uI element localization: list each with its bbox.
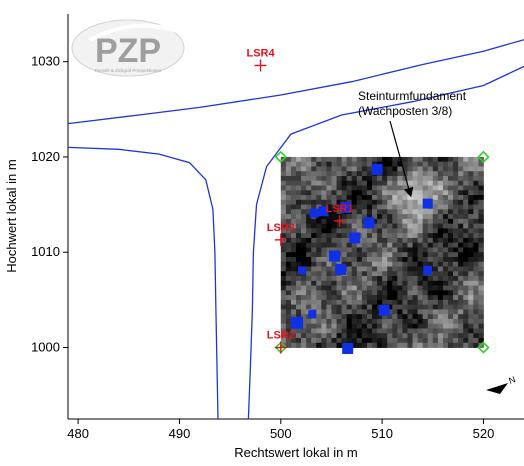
x-tick-label: 490 <box>169 426 191 441</box>
anomaly-mark <box>318 206 329 217</box>
road-line <box>68 39 524 125</box>
anomaly-mark <box>291 316 304 329</box>
lsr-point-lsr4: LSR4 <box>246 47 275 72</box>
roads-layer <box>68 39 524 419</box>
north-arrow-label: N <box>507 374 517 386</box>
survey-raster <box>280 156 484 354</box>
anomaly-mark <box>363 217 375 229</box>
x-axis-ticks: 480 490 500 510 520 <box>67 419 494 441</box>
north-arrow-icon: N <box>486 374 517 394</box>
lsr-points: LSR4 LSR1 LSR3 LSR2 <box>246 47 354 354</box>
anomaly-mark <box>298 266 307 275</box>
lsr-point-lsr2: LSR2 <box>267 330 295 354</box>
annotation-steinturm: Steinturmfundament (Wachposten 3/8) <box>358 89 467 198</box>
logo-subtext: Posselt & Zickgraf Prospektionen <box>95 68 162 73</box>
lsr-point-lsr3: LSR3 <box>267 222 295 246</box>
x-axis-title: Rechtswert lokal in m <box>234 445 358 460</box>
x-tick-label: 510 <box>371 426 393 441</box>
anomaly-mark <box>308 310 317 319</box>
anomaly-mark <box>378 304 390 316</box>
x-tick-label: 520 <box>473 426 495 441</box>
anomaly-mark <box>371 163 383 175</box>
y-tick-label: 1010 <box>31 244 60 259</box>
lsr-label: LSR4 <box>246 47 275 59</box>
lsr-label: LSR1 <box>326 203 354 215</box>
y-axis-ticks: 1000 1010 1020 1030 <box>31 54 68 355</box>
annotation-arrow <box>389 120 414 198</box>
annotation-line-2: (Wachposten 3/8) <box>358 104 452 118</box>
y-tick-label: 1030 <box>31 54 60 69</box>
pzp-logo: PZP Posselt & Zickgraf Prospektionen <box>71 19 185 77</box>
road-line <box>68 146 219 419</box>
corner-marker <box>274 150 287 164</box>
x-tick-label: 480 <box>67 426 89 441</box>
lsr-point-lsr1: LSR1 <box>326 203 354 227</box>
y-tick-label: 1000 <box>31 340 60 355</box>
anomaly-mark <box>309 208 319 218</box>
annotation-line-1: Steinturmfundament <box>358 89 467 103</box>
plot-frame <box>67 14 524 420</box>
corner-marker <box>477 341 490 354</box>
anomaly-mark <box>335 263 347 275</box>
corner-marker <box>477 150 490 164</box>
anomaly-mark <box>422 198 433 209</box>
anomaly-mark <box>349 232 361 244</box>
lsr-label: LSR2 <box>267 330 295 342</box>
lsr-label: LSR3 <box>267 222 295 234</box>
y-tick-label: 1020 <box>31 149 60 164</box>
x-tick-label: 500 <box>270 426 292 441</box>
anomaly-mark <box>423 265 433 275</box>
anomaly-mark <box>340 201 352 213</box>
y-axis-title: Hochwert lokal in m <box>4 159 19 272</box>
logo-text: PZP <box>95 32 161 70</box>
road-line <box>247 65 524 419</box>
anomaly-mark <box>329 250 341 262</box>
anomaly-mark <box>342 342 354 354</box>
